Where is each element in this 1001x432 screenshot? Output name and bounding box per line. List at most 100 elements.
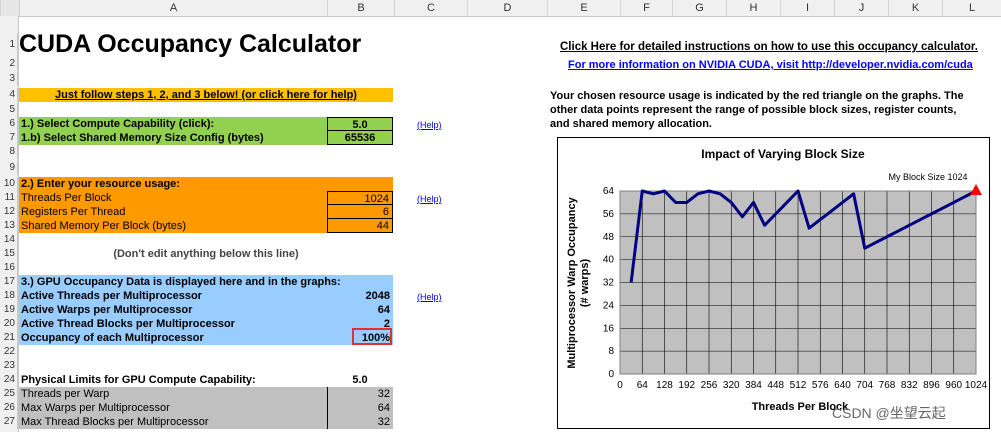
chart-title: Impact of Varying Block Size: [701, 147, 865, 161]
limits-header-value: 5.0: [352, 374, 368, 386]
column-header-l[interactable]: L: [942, 0, 1001, 16]
threads-per-block-input[interactable]: 1024: [327, 191, 393, 205]
shared-memory-label: Shared Memory Per Block (bytes): [19, 219, 327, 233]
dont-edit-note: (Don't edit anything below this line): [113, 248, 299, 260]
row-number[interactable]: 25: [0, 387, 18, 401]
y-tick-label: 40: [603, 255, 615, 266]
row-number[interactable]: 15: [0, 247, 18, 261]
row-number[interactable]: 17: [0, 275, 18, 289]
row-number[interactable]: 6: [0, 117, 18, 131]
registers-per-thread-input[interactable]: 6: [327, 205, 393, 219]
row-number[interactable]: 21: [0, 331, 18, 345]
instructions-link[interactable]: Click Here for detailed instructions on …: [560, 41, 978, 53]
y-tick-label: 24: [603, 300, 615, 311]
column-header-g[interactable]: G: [672, 0, 726, 16]
chart-frame[interactable]: Impact of Varying Block Size My Block Si…: [557, 137, 990, 429]
nvidia-cuda-link[interactable]: For more information on NVIDIA CUDA, vis…: [568, 59, 973, 71]
active-threads-label: Active Threads per Multiprocessor: [19, 289, 327, 303]
block-size-chart: Impact of Varying Block Size My Block Si…: [566, 147, 988, 413]
row-number[interactable]: 7: [0, 131, 18, 145]
column-header-f[interactable]: F: [620, 0, 672, 16]
occupancy-label: Occupancy of each Multiprocessor: [19, 331, 327, 345]
y-tick-label: 0: [608, 369, 614, 380]
row-number[interactable]: 5: [0, 103, 18, 117]
row-number[interactable]: 14: [0, 233, 18, 247]
column-header-e[interactable]: E: [547, 0, 620, 16]
row-number[interactable]: 27: [0, 415, 18, 429]
row-number[interactable]: 16: [0, 261, 18, 275]
shared-mem-config-label: 1.b) Select Shared Memory Size Config (b…: [19, 131, 327, 145]
limit-label: Max Thread Blocks per Multiprocessor: [19, 415, 327, 429]
column-header-a[interactable]: A: [19, 0, 327, 16]
info-text-line: Your chosen resource usage is indicated …: [550, 90, 964, 102]
x-tick-label: 1024: [965, 380, 988, 391]
info-text-line: other data points represent the range of…: [550, 104, 957, 116]
row-number[interactable]: 4: [0, 88, 18, 102]
occupancy-value: 100%: [327, 331, 393, 345]
row-number[interactable]: 18: [0, 289, 18, 303]
column-header-b[interactable]: B: [327, 0, 394, 16]
row-number[interactable]: 20: [0, 317, 18, 331]
y-axis-title: Multiprocessor Warp Occupancy: [566, 196, 578, 368]
shared-memory-input[interactable]: 44: [327, 219, 393, 233]
column-header-bar: A B C D E F G H I J K L: [0, 0, 1001, 17]
column-header-i[interactable]: I: [780, 0, 834, 16]
limit-label: Max Warps per Multiprocessor: [19, 401, 327, 415]
active-warps-label: Active Warps per Multiprocessor: [19, 303, 327, 317]
row-number[interactable]: 1: [0, 33, 18, 57]
column-header-d[interactable]: D: [467, 0, 547, 16]
step2-help-link[interactable]: (Help): [417, 194, 442, 204]
row-number[interactable]: 19: [0, 303, 18, 317]
limit-value: 64: [327, 401, 393, 415]
x-axis-title: Threads Per Block: [752, 401, 849, 413]
capability-label: 1.) Select Compute Capability (click):: [19, 117, 327, 131]
column-header-j[interactable]: J: [834, 0, 888, 16]
step2-header: 2.) Enter your resource usage:: [19, 177, 393, 191]
x-tick-label: 64: [637, 380, 649, 391]
step3-help-link[interactable]: (Help): [417, 292, 442, 302]
y-tick-label: 56: [603, 209, 615, 220]
row-number[interactable]: 23: [0, 359, 18, 373]
x-tick-label: 896: [923, 380, 940, 391]
row-number[interactable]: 3: [0, 72, 18, 86]
page-title: CUDA Occupancy Calculator: [19, 30, 362, 58]
shared-mem-config-dropdown[interactable]: 65536: [327, 131, 393, 145]
x-tick-label: 704: [856, 380, 873, 391]
active-blocks-label: Active Thread Blocks per Multiprocessor: [19, 317, 327, 331]
step1-help-link[interactable]: (Help): [417, 120, 442, 130]
x-tick-label: 832: [901, 380, 918, 391]
column-header-c[interactable]: C: [394, 0, 467, 16]
y-axis-ticks: 0 8 16 24 32 40 48 56 64: [603, 186, 615, 380]
row-number[interactable]: 11: [0, 191, 18, 205]
row-number[interactable]: 13: [0, 219, 18, 233]
row-number[interactable]: 24: [0, 373, 18, 387]
row-number[interactable]: 10: [0, 177, 18, 191]
y-tick-label: 48: [603, 232, 615, 243]
y-tick-label: 16: [603, 323, 615, 334]
x-tick-label: 512: [790, 380, 807, 391]
steps-banner-link[interactable]: Just follow steps 1, 2, and 3 below! (or…: [19, 88, 393, 102]
column-header-h[interactable]: H: [726, 0, 780, 16]
x-tick-label: 320: [723, 380, 740, 391]
row-number[interactable]: 26: [0, 401, 18, 415]
active-threads-value: 2048: [327, 289, 393, 303]
row-number[interactable]: 9: [0, 161, 18, 175]
capability-dropdown[interactable]: 5.0: [327, 117, 393, 131]
threads-per-block-label: Threads Per Block: [19, 191, 327, 205]
active-blocks-value: 2: [327, 317, 393, 331]
limit-label: Threads per Warp: [19, 387, 327, 401]
column-header-k[interactable]: K: [888, 0, 942, 16]
x-tick-label: 448: [767, 380, 784, 391]
watermark: CSDN @坐望云起: [832, 405, 946, 421]
row-number[interactable]: 8: [0, 145, 18, 159]
row-number[interactable]: 22: [0, 345, 18, 359]
x-tick-label: 0: [617, 380, 623, 391]
series-group: [629, 184, 982, 283]
x-tick-label: 128: [656, 380, 673, 391]
row-number[interactable]: 12: [0, 205, 18, 219]
info-text-line: and shared memory allocation.: [550, 118, 712, 130]
x-tick-label: 192: [678, 380, 695, 391]
select-all-corner[interactable]: [0, 0, 19, 16]
x-tick-label: 768: [879, 380, 896, 391]
row-number[interactable]: 2: [0, 57, 18, 71]
